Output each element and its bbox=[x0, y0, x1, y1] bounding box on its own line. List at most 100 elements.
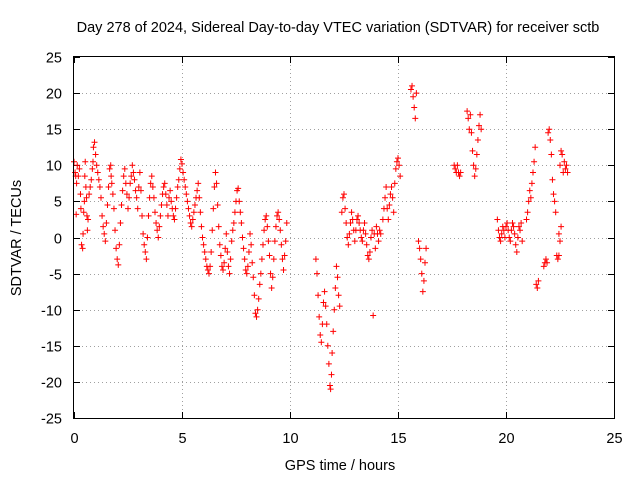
data-point bbox=[175, 176, 182, 183]
data-point bbox=[187, 220, 194, 227]
data-point bbox=[476, 122, 482, 129]
data-point bbox=[149, 183, 156, 190]
data-point bbox=[504, 220, 511, 227]
data-point bbox=[177, 156, 184, 163]
data-point bbox=[80, 209, 87, 216]
data-point bbox=[117, 220, 124, 227]
data-point bbox=[84, 227, 91, 234]
data-point bbox=[384, 205, 391, 212]
data-point bbox=[126, 194, 133, 201]
data-point bbox=[116, 241, 123, 248]
data-point bbox=[248, 241, 255, 248]
data-point bbox=[370, 312, 377, 319]
data-point bbox=[503, 223, 509, 230]
y-tick-label: -25 bbox=[41, 412, 62, 428]
data-point bbox=[132, 187, 139, 194]
data-point bbox=[90, 158, 97, 165]
data-point bbox=[318, 339, 325, 346]
data-point bbox=[326, 382, 333, 389]
data-point bbox=[114, 256, 121, 263]
data-point bbox=[162, 191, 169, 198]
data-point bbox=[518, 220, 525, 227]
data-points bbox=[71, 82, 571, 393]
data-point bbox=[191, 202, 198, 209]
x-tick-label: 5 bbox=[178, 431, 186, 447]
data-point bbox=[210, 205, 217, 212]
data-point bbox=[185, 205, 192, 212]
data-point bbox=[552, 209, 559, 216]
data-point bbox=[104, 202, 111, 209]
data-point bbox=[136, 169, 143, 176]
data-point bbox=[148, 173, 155, 180]
data-point bbox=[385, 216, 392, 223]
data-point bbox=[321, 288, 328, 295]
data-point bbox=[121, 165, 128, 172]
data-point bbox=[76, 165, 83, 172]
data-point bbox=[83, 212, 90, 219]
data-point bbox=[229, 227, 236, 234]
data-point bbox=[186, 212, 193, 219]
x-tick-label: 15 bbox=[390, 431, 406, 447]
data-point bbox=[79, 245, 86, 252]
x-tick-label: 10 bbox=[282, 431, 298, 447]
data-point bbox=[73, 180, 80, 187]
data-point bbox=[388, 183, 395, 190]
data-point bbox=[345, 241, 352, 248]
data-point bbox=[376, 227, 383, 234]
data-point bbox=[373, 223, 380, 230]
data-point bbox=[131, 176, 138, 183]
data-point bbox=[341, 191, 347, 198]
data-point bbox=[391, 180, 398, 187]
data-point bbox=[147, 180, 154, 187]
data-point bbox=[270, 256, 277, 263]
data-point bbox=[112, 227, 119, 234]
data-point bbox=[360, 227, 367, 234]
data-point bbox=[127, 180, 134, 187]
data-point bbox=[457, 169, 464, 176]
data-point bbox=[283, 220, 290, 227]
data-point bbox=[280, 266, 287, 273]
data-point bbox=[96, 183, 103, 190]
data-point bbox=[189, 216, 196, 223]
data-point bbox=[366, 248, 373, 255]
data-point bbox=[390, 209, 397, 216]
data-point bbox=[271, 238, 278, 245]
data-point bbox=[511, 230, 518, 237]
data-point bbox=[348, 209, 355, 216]
data-point bbox=[235, 185, 242, 192]
data-point bbox=[524, 209, 531, 216]
data-point bbox=[130, 169, 137, 176]
data-point bbox=[172, 205, 179, 212]
data-point bbox=[195, 180, 202, 187]
data-point bbox=[413, 90, 420, 97]
data-point bbox=[478, 126, 485, 133]
data-point bbox=[118, 202, 125, 209]
axis-ticks: 0 5 10 15 20 25 -25 -20 -15 -10 -5 0 5 10 15 20 25 bbox=[41, 51, 623, 448]
data-point bbox=[168, 198, 175, 205]
data-point bbox=[509, 220, 516, 227]
data-point bbox=[190, 209, 197, 216]
data-point bbox=[196, 194, 203, 201]
data-point bbox=[474, 137, 481, 144]
data-point bbox=[152, 209, 158, 216]
data-point bbox=[364, 252, 371, 259]
data-point bbox=[77, 205, 84, 212]
data-point bbox=[269, 274, 276, 281]
data-point bbox=[464, 108, 471, 115]
data-point bbox=[561, 158, 568, 165]
data-point bbox=[85, 216, 92, 223]
data-point bbox=[275, 209, 282, 216]
data-point bbox=[396, 162, 403, 169]
data-point bbox=[507, 238, 514, 245]
data-point bbox=[387, 191, 394, 198]
data-point bbox=[395, 155, 401, 162]
data-point bbox=[217, 252, 224, 259]
data-point bbox=[452, 165, 459, 172]
data-point bbox=[353, 216, 360, 223]
data-point bbox=[92, 151, 99, 158]
data-point bbox=[419, 288, 426, 295]
data-point bbox=[137, 187, 144, 194]
data-point bbox=[260, 241, 266, 248]
data-point bbox=[250, 274, 257, 281]
data-point bbox=[514, 234, 521, 241]
